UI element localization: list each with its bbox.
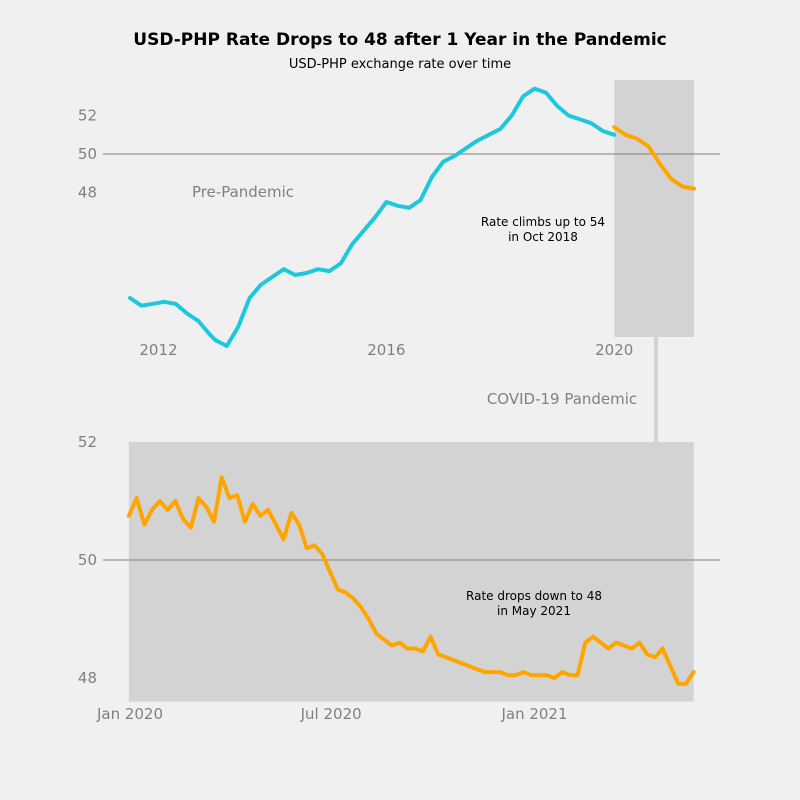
drop-annotation: Rate drops down to 48 in May 2021 [466, 589, 602, 618]
pandemic-rate-line [612, 125, 696, 191]
x-tick-label: Jan 2020 [96, 705, 163, 723]
peak-annotation: Rate climbs up to 54 in Oct 2018 [481, 215, 605, 244]
pandemic-panel: 48 50 52 Jan 2020 Jul 2020 Jan 2021 COVID-19 P… [78, 390, 720, 723]
pandemic-label: COVID-19 Pandemic [487, 390, 637, 408]
x-tick-label: Jul 2020 [300, 705, 362, 723]
y-tick-label: 52 [78, 107, 97, 125]
pre-pandemic-rate-line [128, 86, 617, 348]
x-tick-label: 2020 [595, 341, 633, 359]
y-tick-label: 50 [78, 145, 97, 163]
x-tick-label: Jan 2021 [500, 705, 567, 723]
pre-pandemic-label: Pre-Pandemic [192, 183, 294, 201]
y-tick-label: 50 [78, 551, 97, 569]
x-tick-label: 2012 [139, 341, 177, 359]
pre-pandemic-panel: 48 50 52 2012 2016 2020 Pre-Pandemic Rate climb… [78, 80, 720, 359]
chart-subtitle: USD-PHP exchange rate over time [289, 57, 511, 72]
x-tick-label: 2016 [367, 341, 405, 359]
y-tick-label: 48 [78, 183, 97, 201]
pandemic-background [128, 442, 694, 702]
pandemic-highlight-band [614, 80, 694, 337]
chart-title: USD-PHP Rate Drops to 48 after 1 Year in… [133, 30, 666, 50]
y-tick-label: 48 [78, 669, 97, 687]
pandemic-rate-line [126, 475, 696, 686]
y-tick-label: 52 [78, 433, 97, 451]
